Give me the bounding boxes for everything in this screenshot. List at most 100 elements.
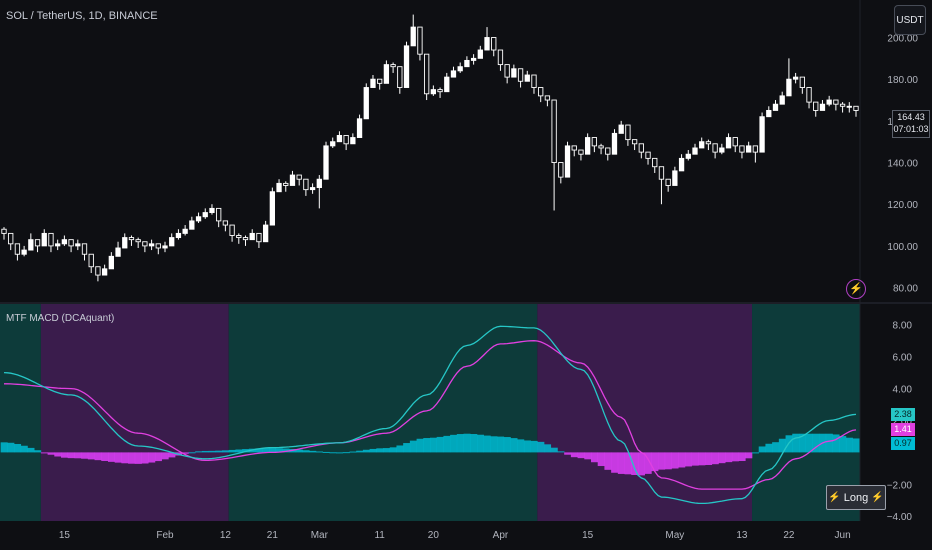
candle-body xyxy=(685,153,691,159)
candle-body xyxy=(135,239,141,243)
histogram-bar xyxy=(121,452,129,464)
histogram-bar xyxy=(617,452,625,474)
histogram-bar xyxy=(631,452,639,475)
histogram-bar xyxy=(591,452,599,463)
currency-button[interactable]: USDT xyxy=(894,5,926,35)
histogram-bar xyxy=(409,440,417,453)
candle-body xyxy=(202,212,208,218)
histogram-bar xyxy=(456,434,464,453)
histogram-value-tag: 0.97 xyxy=(891,437,915,451)
candle-body xyxy=(813,101,819,111)
candle-body xyxy=(142,241,148,247)
candle-body xyxy=(423,53,430,95)
histogram-bar xyxy=(725,452,733,463)
candle-body xyxy=(95,266,101,276)
time-tick-label: Apr xyxy=(493,530,509,541)
histogram-bar xyxy=(778,438,786,453)
histogram-bar xyxy=(309,450,317,453)
candle-body xyxy=(169,237,175,247)
histogram-bar xyxy=(644,452,652,474)
candle-body xyxy=(524,74,530,82)
candle-body xyxy=(585,137,591,155)
candle-body xyxy=(652,157,658,168)
histogram-bar xyxy=(510,438,518,453)
histogram-bar xyxy=(349,451,357,453)
zone-bull xyxy=(228,304,538,521)
indicator-axis: −4.00 −2.00 2.00 4.00 6.00 8.00 xyxy=(887,321,913,523)
candle-body xyxy=(41,232,47,247)
candle-body xyxy=(705,141,712,145)
candle-body xyxy=(28,239,34,251)
candle-body xyxy=(826,99,832,105)
candle-body xyxy=(128,237,135,241)
candle-body xyxy=(162,245,168,249)
long-signal-label: ⚡ Long ⚡ xyxy=(826,485,886,510)
histogram-bar xyxy=(47,452,55,455)
candle-body xyxy=(256,232,262,243)
candle-body xyxy=(356,118,363,138)
histogram-bar xyxy=(208,450,216,453)
time-tick-label: 15 xyxy=(59,530,71,541)
histogram-bar xyxy=(242,449,250,453)
candle-body xyxy=(551,99,557,163)
histogram-bar xyxy=(61,452,69,458)
candle-body xyxy=(68,239,74,247)
candle-body xyxy=(189,220,195,230)
candle-body xyxy=(638,143,644,153)
histogram-bar xyxy=(0,442,8,453)
histogram-bar xyxy=(161,452,169,460)
candle-body xyxy=(249,232,255,241)
histogram-bar xyxy=(282,448,290,453)
candle-body xyxy=(746,145,752,153)
candle-body xyxy=(48,232,54,247)
histogram-bar xyxy=(423,438,431,453)
lightning-icon[interactable]: ⚡ xyxy=(846,279,866,299)
histogram-bar xyxy=(490,436,498,453)
price-tick-label: 100.00 xyxy=(887,242,918,253)
histogram-bar xyxy=(87,452,95,460)
histogram-bar xyxy=(577,452,585,459)
candle-body xyxy=(155,243,161,249)
time-tick-label: Mar xyxy=(311,530,329,541)
histogram-bar xyxy=(758,446,766,453)
histogram-bar xyxy=(698,452,706,466)
histogram-bar xyxy=(470,434,478,453)
candle-body xyxy=(598,145,604,149)
candle-body xyxy=(101,268,108,276)
histogram-bar xyxy=(624,452,632,475)
candle-body xyxy=(591,137,598,147)
last-price-tag: 164.43 07:01:03 xyxy=(892,110,930,138)
indicator-tick-label: −4.00 xyxy=(887,512,913,523)
histogram-bar xyxy=(342,452,350,454)
histogram-bar xyxy=(678,452,686,468)
candle-body xyxy=(437,89,443,93)
zone-bull xyxy=(752,304,860,521)
candle-body xyxy=(350,137,356,145)
histogram-bar xyxy=(839,436,847,453)
zone-bear xyxy=(537,304,753,521)
candle-body xyxy=(377,78,383,84)
candle-body xyxy=(618,124,624,134)
candle-body xyxy=(853,105,859,111)
candle-body xyxy=(464,59,470,68)
histogram-bar xyxy=(389,447,397,453)
candle-body xyxy=(665,178,671,186)
time-tick-label: 11 xyxy=(374,530,385,541)
lightning-icon: ⚡ xyxy=(871,492,884,503)
histogram-bar xyxy=(369,448,377,453)
histogram-bar xyxy=(772,442,780,453)
symbol-title[interactable]: SOL / TetherUS, 1D, BINANCE xyxy=(6,10,158,22)
histogram-bar xyxy=(463,433,471,453)
indicator-title[interactable]: MTF MACD (DCAquant) xyxy=(6,313,115,324)
candle-body xyxy=(75,243,81,247)
candle-body xyxy=(262,224,269,243)
time-tick-label: 20 xyxy=(428,530,440,541)
histogram-bar xyxy=(148,452,156,463)
indicator-zones xyxy=(0,304,860,521)
histogram-bar xyxy=(315,451,323,453)
histogram-bar xyxy=(765,443,773,453)
histogram-bar xyxy=(812,433,820,453)
candle-body xyxy=(517,68,524,82)
candle-body xyxy=(564,145,571,178)
